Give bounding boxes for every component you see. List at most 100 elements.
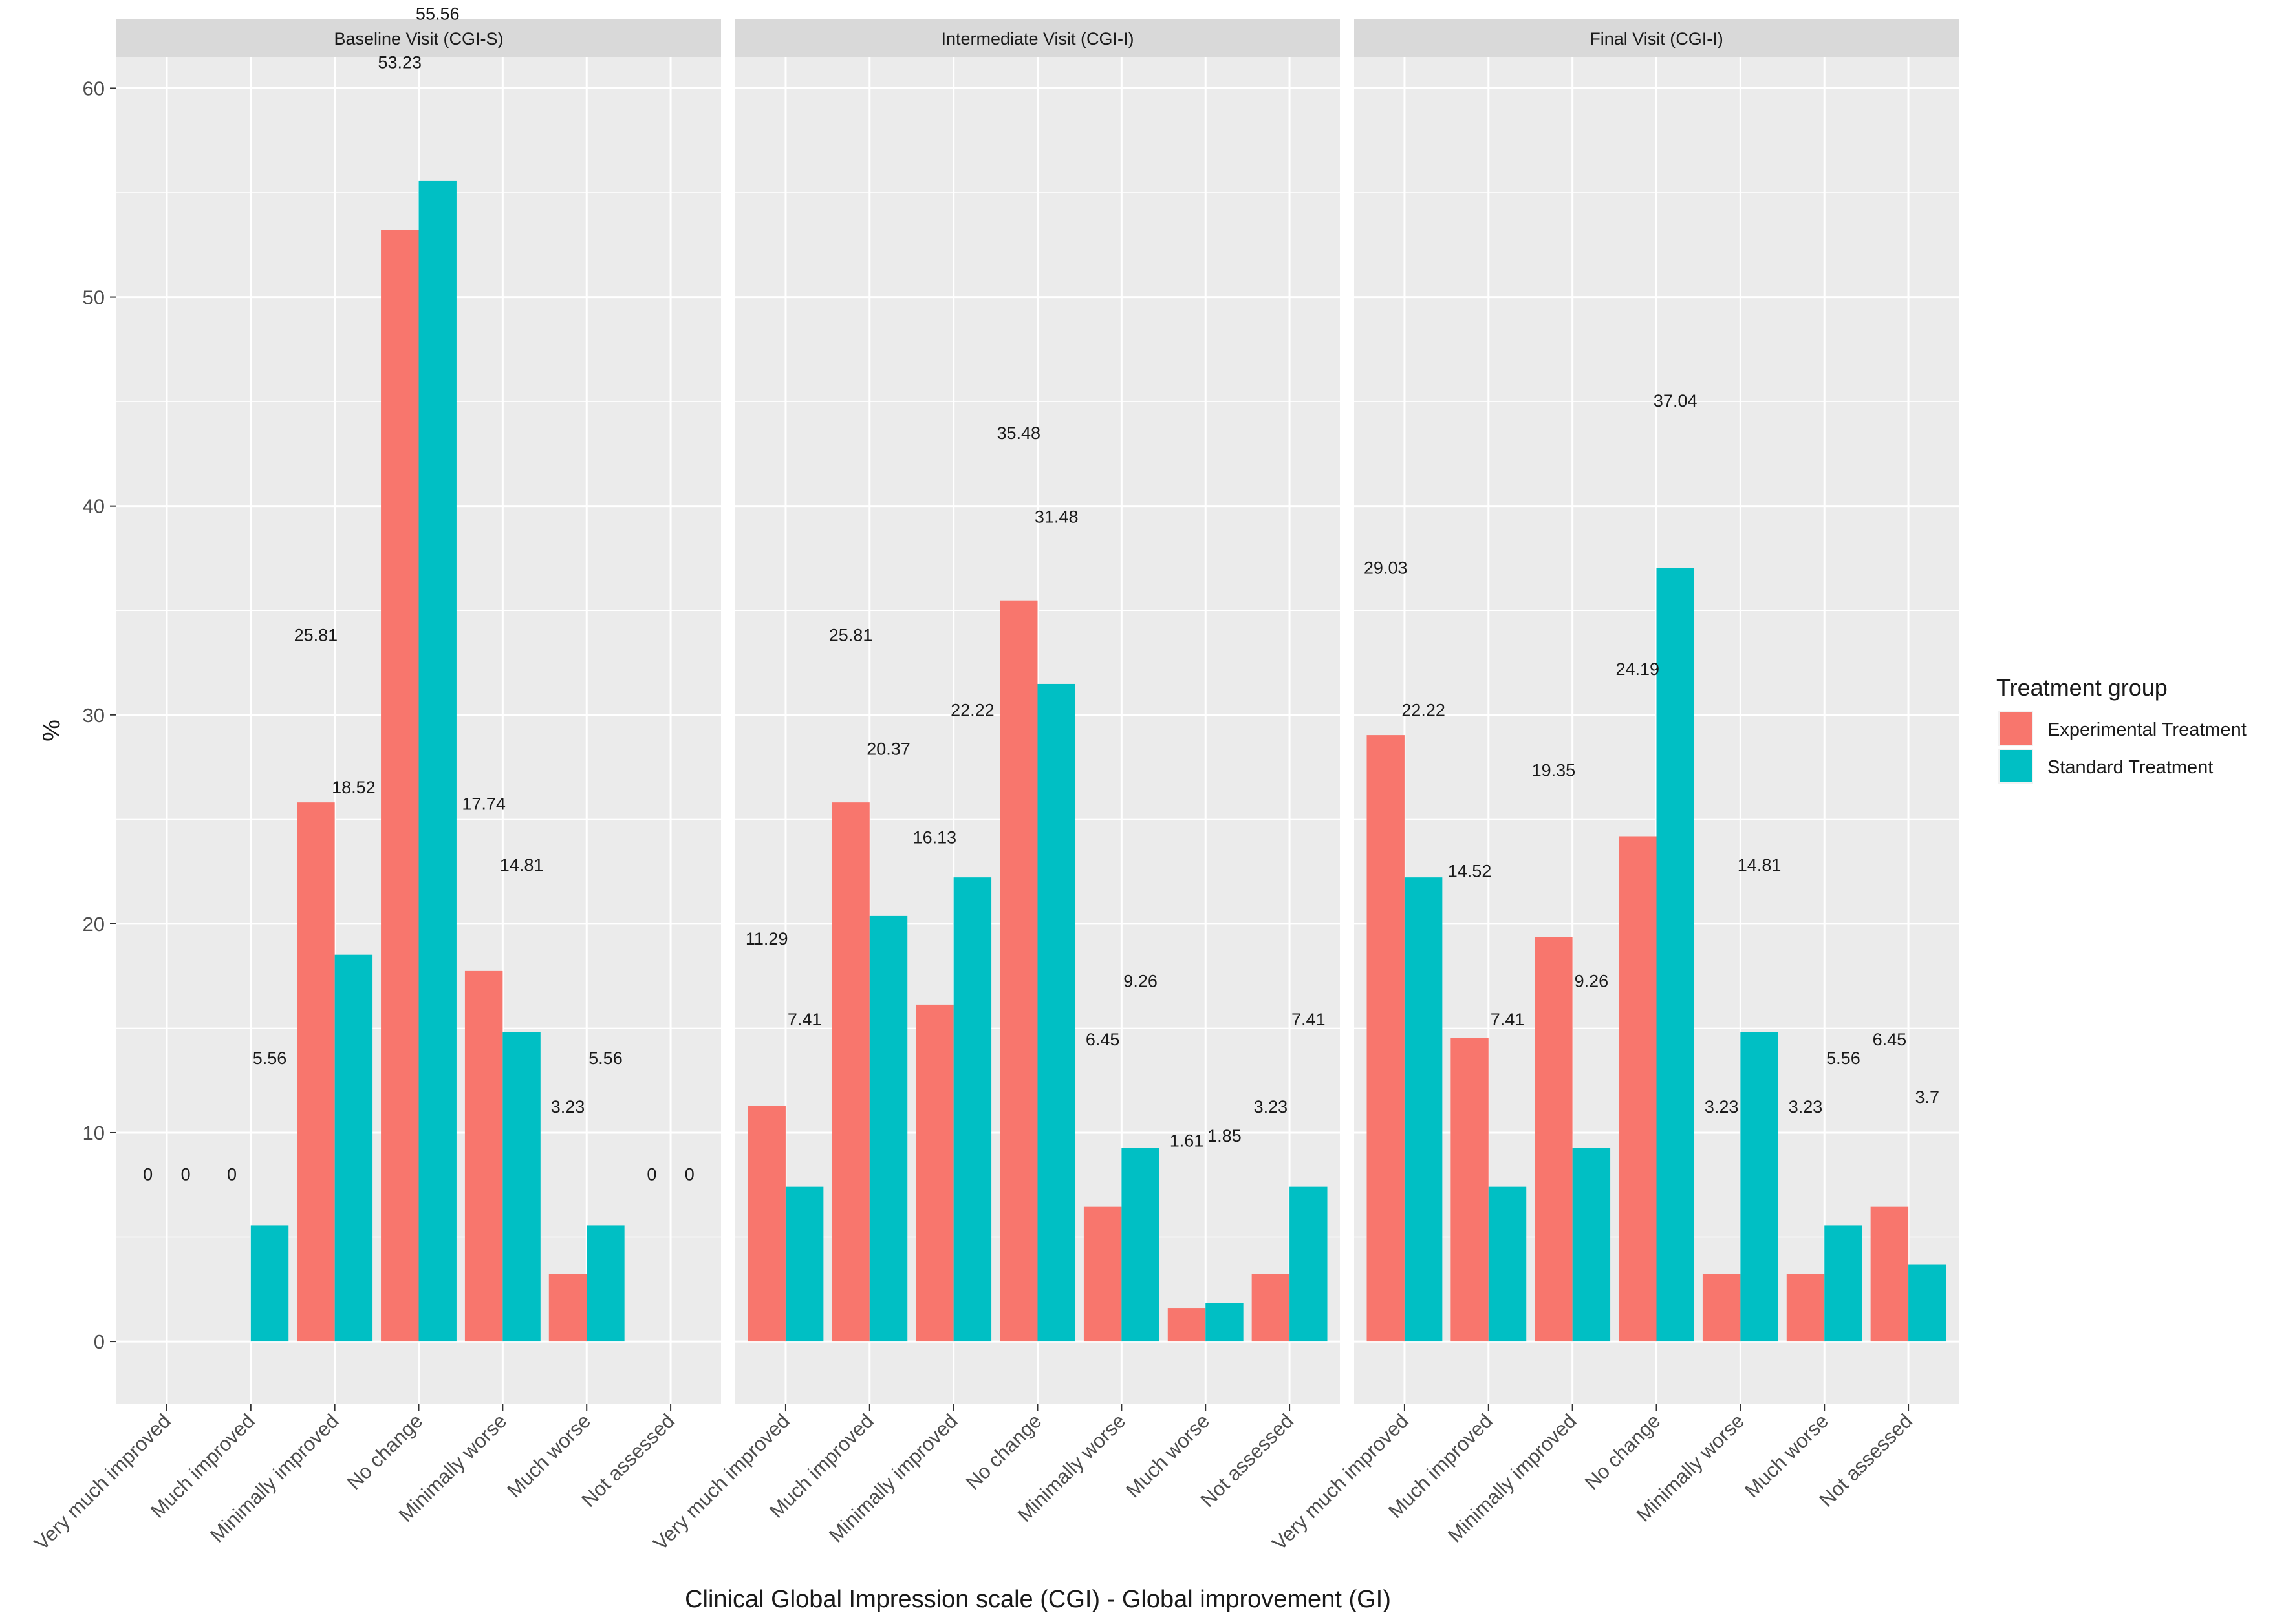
data-label-experimental-treatment-minimally-improved: 25.81 — [294, 626, 338, 645]
data-label-standard-treatment-no-change: 55.56 — [416, 4, 460, 23]
data-label-standard-treatment-very-much-improved: 22.22 — [1401, 701, 1445, 720]
bar-experimental-treatment-not-assessed — [1251, 1274, 1290, 1342]
y-tick-label: 40 — [83, 495, 105, 518]
bar-standard-treatment-minimally-improved — [1572, 1148, 1611, 1342]
data-label-standard-treatment-much-improved: 7.41 — [1491, 1010, 1525, 1029]
data-label-standard-treatment-minimally-worse: 14.81 — [500, 855, 544, 875]
data-label-standard-treatment-no-change: 37.04 — [1654, 391, 1698, 411]
bar-experimental-treatment-not-assessed — [1870, 1206, 1909, 1342]
data-label-standard-treatment-no-change: 31.48 — [1035, 507, 1079, 526]
bar-standard-treatment-much-improved — [1488, 1186, 1527, 1342]
data-label-standard-treatment-not-assessed: 7.41 — [1291, 1010, 1326, 1029]
bar-standard-treatment-no-change — [1037, 683, 1075, 1342]
bar-standard-treatment-much-improved — [869, 915, 908, 1342]
data-label-standard-treatment-minimally-worse: 14.81 — [1738, 855, 1782, 875]
bar-experimental-treatment-minimally-worse — [464, 970, 503, 1342]
data-label-experimental-treatment-very-much-improved: 29.03 — [1364, 559, 1408, 578]
y-tick-label: 20 — [83, 913, 105, 935]
legend-swatch-experimental-treatment — [2000, 712, 2032, 745]
bar-standard-treatment-no-change — [1656, 568, 1694, 1342]
panel-strip — [1354, 19, 1959, 57]
legend-title: Treatment group — [1996, 674, 2168, 701]
data-label-experimental-treatment-not-assessed: 3.23 — [1254, 1097, 1288, 1116]
bar-standard-treatment-much-worse — [1824, 1225, 1862, 1342]
bar-experimental-treatment-very-much-improved — [1366, 735, 1405, 1342]
bar-standard-treatment-minimally-improved — [953, 877, 992, 1342]
bar-experimental-treatment-minimally-worse — [1083, 1206, 1122, 1342]
y-tick-label: 60 — [83, 77, 105, 100]
bar-experimental-treatment-minimally-improved — [1535, 937, 1573, 1342]
data-label-standard-treatment-minimally-worse: 9.26 — [1123, 971, 1158, 990]
bar-standard-treatment-not-assessed — [1289, 1186, 1328, 1342]
data-label-standard-treatment-much-worse: 5.56 — [1826, 1049, 1860, 1068]
bar-standard-treatment-minimally-improved — [334, 954, 373, 1342]
data-label-experimental-treatment-minimally-worse: 6.45 — [1086, 1030, 1120, 1049]
data-label-experimental-treatment-minimally-improved: 19.35 — [1532, 760, 1576, 780]
y-axis: 0 10 20 30 40 50 60 — [83, 77, 116, 1353]
data-label-standard-treatment-much-improved: 20.37 — [867, 739, 911, 758]
data-label-standard-treatment-much-worse: 1.85 — [1207, 1126, 1242, 1146]
legend-swatch-standard-treatment — [2000, 750, 2032, 782]
y-axis-title: % — [38, 720, 65, 742]
data-label-experimental-treatment-much-worse: 3.23 — [1789, 1097, 1823, 1116]
bar-experimental-treatment-no-change — [381, 230, 419, 1342]
legend-label-standard-treatment: Standard Treatment — [2047, 757, 2213, 778]
data-label-experimental-treatment-not-assessed: 0 — [647, 1165, 656, 1184]
data-label-standard-treatment-very-much-improved: 7.41 — [788, 1010, 822, 1029]
data-label-standard-treatment-minimally-improved: 22.22 — [951, 701, 995, 720]
bar-experimental-treatment-much-worse — [548, 1274, 587, 1342]
data-label-experimental-treatment-no-change: 35.48 — [997, 423, 1040, 443]
bar-standard-treatment-minimally-worse — [1740, 1032, 1778, 1342]
bar-standard-treatment-minimally-worse — [502, 1032, 541, 1342]
data-label-standard-treatment-minimally-improved: 9.26 — [1575, 971, 1609, 990]
data-label-experimental-treatment-very-much-improved: 11.29 — [746, 929, 788, 948]
panel-title: Baseline Visit (CGI-S) — [334, 29, 503, 48]
bar-standard-treatment-much-improved — [250, 1225, 289, 1342]
data-label-standard-treatment-not-assessed: 0 — [685, 1165, 695, 1184]
bar-standard-treatment-very-much-improved — [1404, 877, 1443, 1342]
panel-title: Final Visit (CGI-I) — [1590, 29, 1723, 48]
bar-standard-treatment-much-worse — [587, 1225, 625, 1342]
data-label-experimental-treatment-much-worse: 3.23 — [551, 1097, 585, 1116]
data-label-experimental-treatment-much-improved: 14.52 — [1448, 861, 1492, 881]
data-label-experimental-treatment-not-assessed: 6.45 — [1873, 1030, 1907, 1049]
bar-experimental-treatment-minimally-worse — [1702, 1274, 1741, 1342]
panel-strip — [735, 19, 1340, 57]
panel-1: Baseline Visit (CGI-S) 0 0 25.81 53.23 17.74 3… — [30, 4, 721, 1555]
panel-3: Final Visit (CGI-I) 29.03 14.52 19.35 24.19 3… — [1267, 19, 1959, 1555]
bar-standard-treatment-very-much-improved — [785, 1186, 824, 1342]
data-label-experimental-treatment-no-change: 53.23 — [378, 53, 422, 72]
y-tick-label: 10 — [83, 1122, 105, 1144]
panel-title: Intermediate Visit (CGI-I) — [941, 29, 1134, 48]
y-tick-label: 50 — [83, 286, 105, 309]
bar-experimental-treatment-much-improved — [1450, 1038, 1489, 1342]
data-label-experimental-treatment-minimally-worse: 3.23 — [1705, 1097, 1739, 1116]
data-label-standard-treatment-not-assessed: 3.7 — [1915, 1087, 1940, 1107]
bar-experimental-treatment-no-change — [1000, 600, 1038, 1342]
data-label-standard-treatment-much-worse: 5.56 — [588, 1049, 623, 1068]
data-label-experimental-treatment-much-improved: 25.81 — [829, 626, 873, 645]
data-label-experimental-treatment-minimally-worse: 17.74 — [462, 794, 506, 813]
y-tick-label: 0 — [94, 1330, 105, 1353]
data-label-experimental-treatment-no-change: 24.19 — [1615, 659, 1659, 679]
data-label-standard-treatment-minimally-improved: 18.52 — [332, 778, 376, 797]
legend-label-experimental-treatment: Experimental Treatment — [2047, 720, 2247, 740]
legend: Treatment group Experimental Treatment Sta… — [1996, 674, 2247, 784]
bar-experimental-treatment-minimally-improved — [916, 1004, 954, 1342]
bar-experimental-treatment-much-worse — [1786, 1274, 1825, 1342]
bar-standard-treatment-no-change — [418, 180, 457, 1342]
y-tick-label: 30 — [83, 704, 105, 727]
panel-2: Intermediate Visit (CGI-I) 11.29 25.81 16.1… — [649, 19, 1340, 1555]
data-label-standard-treatment-very-much-improved: 0 — [181, 1165, 191, 1184]
bar-experimental-treatment-minimally-improved — [297, 802, 335, 1342]
data-label-experimental-treatment-much-improved: 0 — [227, 1165, 237, 1184]
data-label-experimental-treatment-minimally-improved: 16.13 — [913, 828, 957, 847]
bar-experimental-treatment-no-change — [1619, 836, 1657, 1342]
panels: Baseline Visit (CGI-S) 0 0 25.81 53.23 17.74 3… — [30, 4, 1959, 1555]
x-axis-title: Clinical Global Impression scale (CGI) -… — [685, 1586, 1391, 1613]
data-label-experimental-treatment-much-worse: 1.61 — [1170, 1131, 1204, 1151]
bar-standard-treatment-minimally-worse — [1121, 1148, 1159, 1342]
panel-strip — [116, 19, 721, 57]
bar-experimental-treatment-much-improved — [832, 802, 870, 1342]
